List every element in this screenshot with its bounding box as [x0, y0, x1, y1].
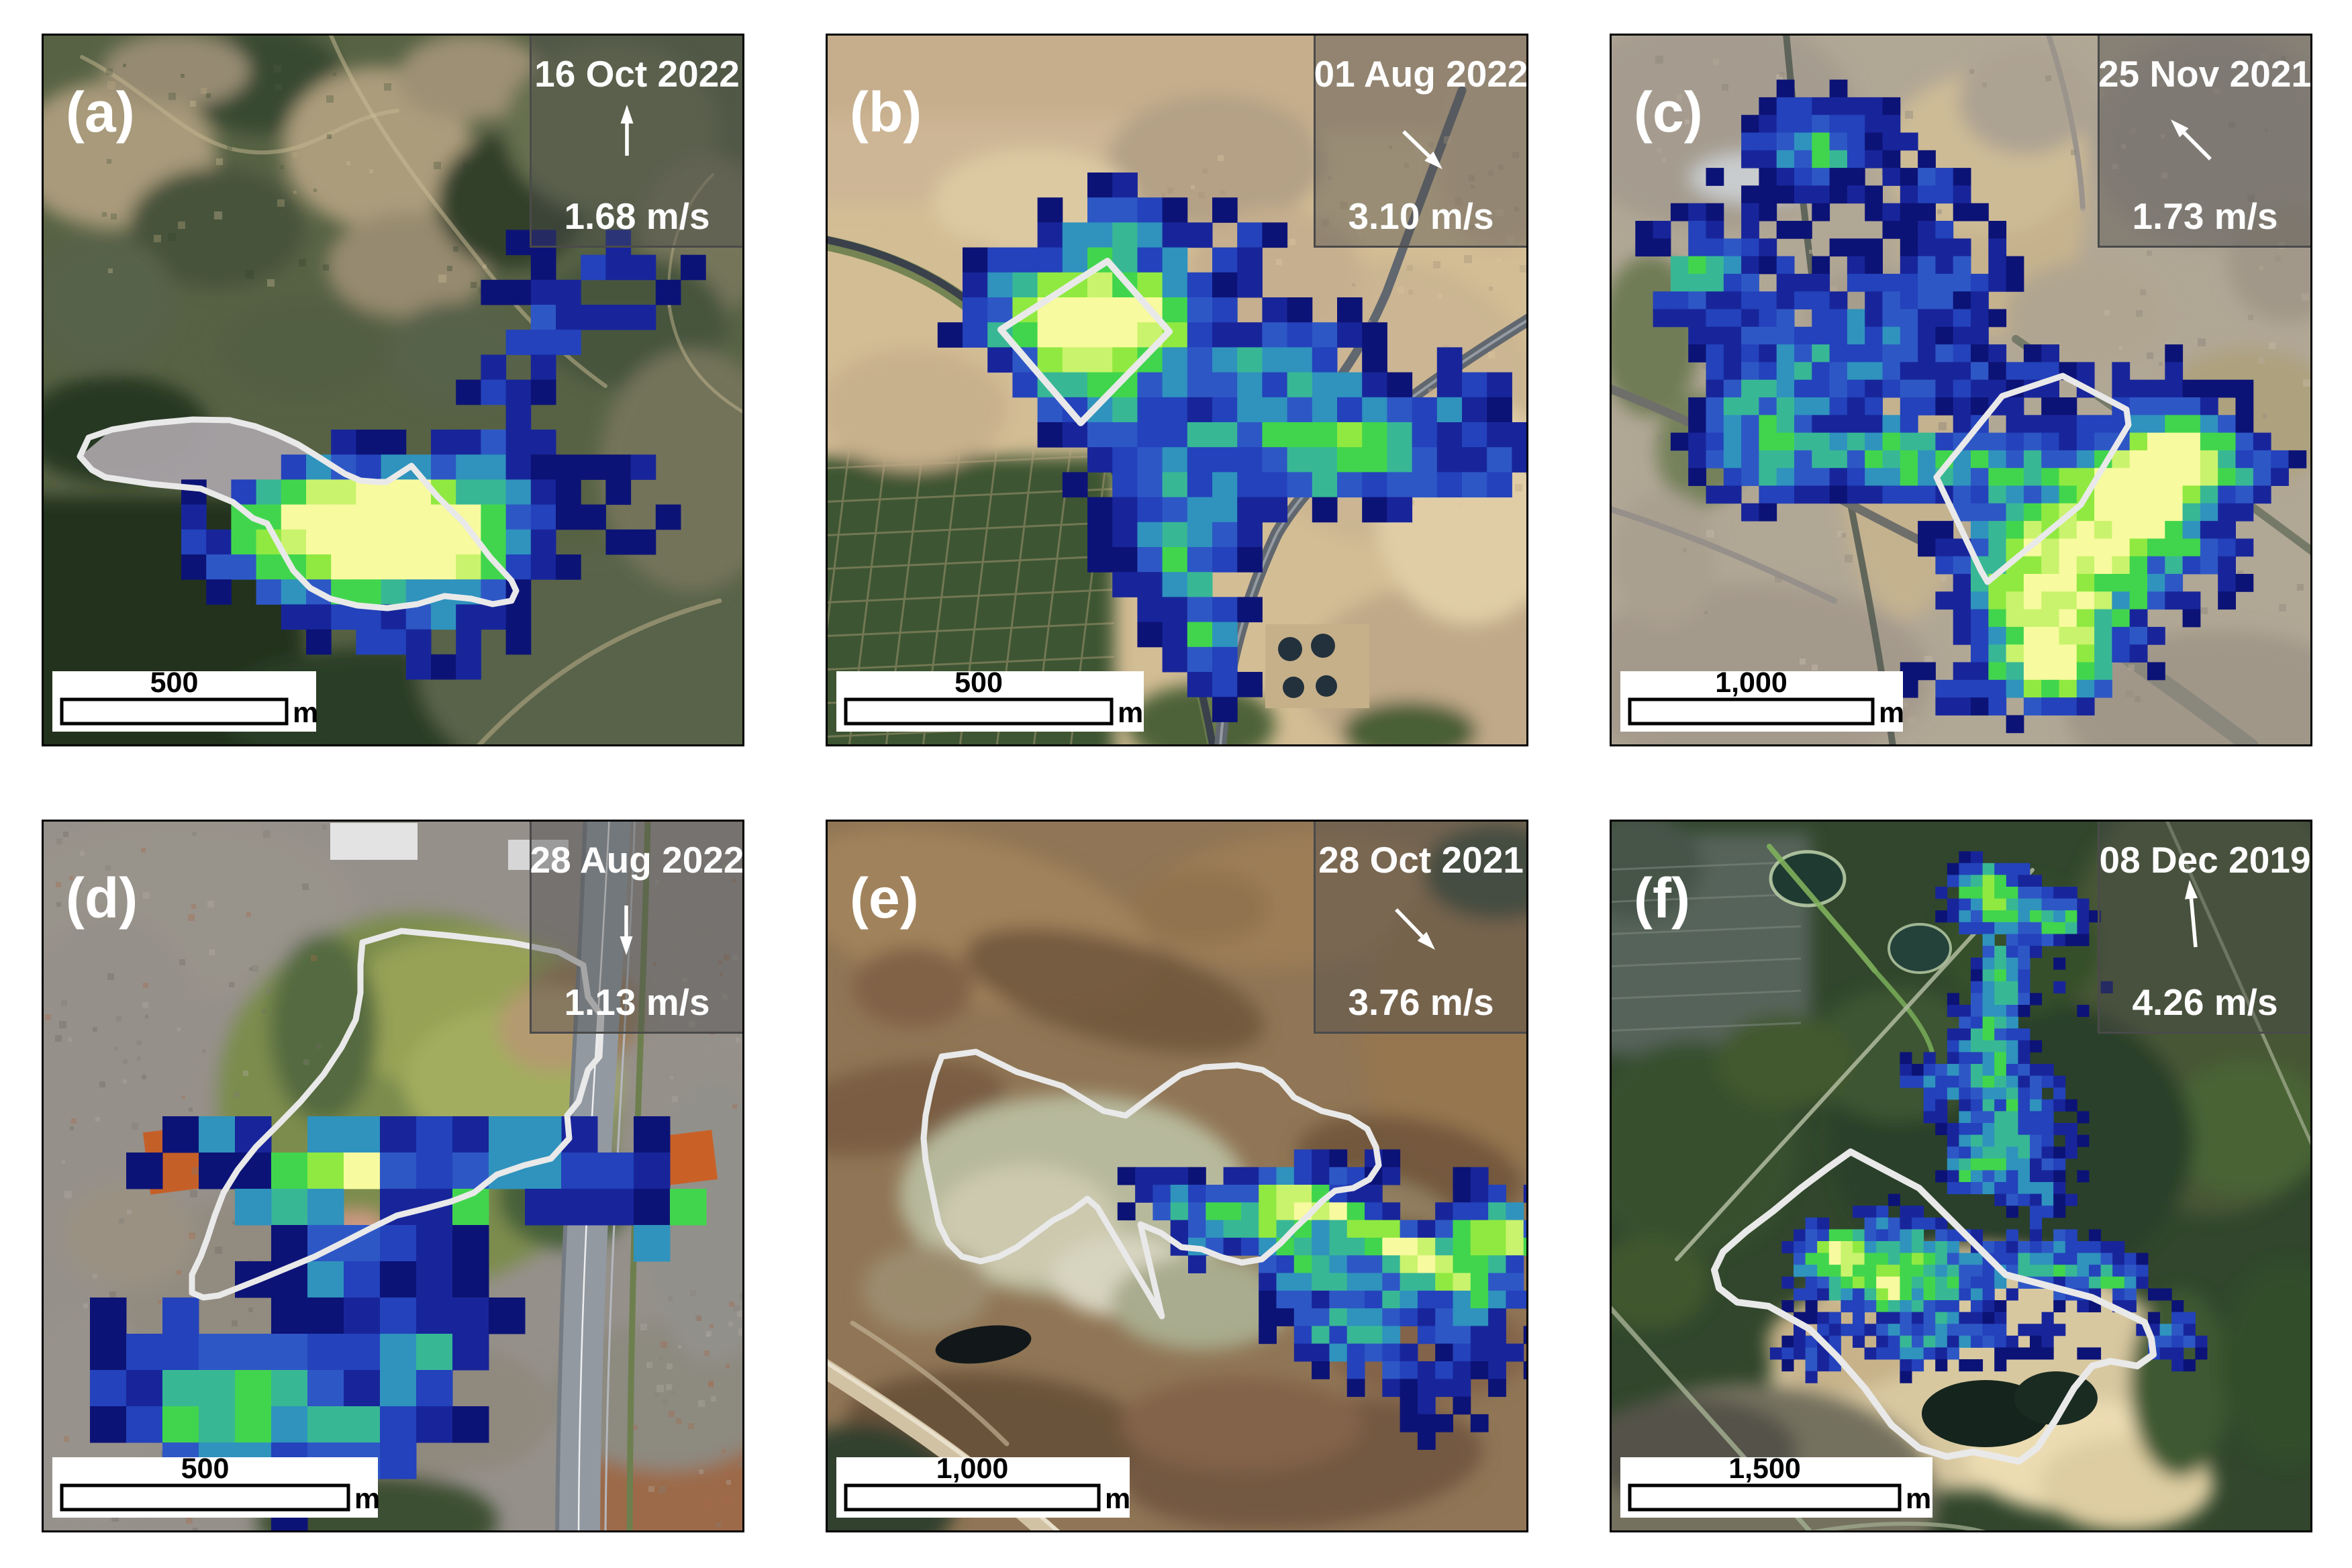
svg-text:(c): (c): [1634, 81, 1703, 144]
svg-text:1,000: 1,000: [1715, 667, 1787, 699]
svg-text:1.73 m/s: 1.73 m/s: [2132, 195, 2277, 237]
svg-text:28 Aug 2022: 28 Aug 2022: [530, 839, 744, 881]
svg-text:m: m: [1906, 1483, 1931, 1515]
svg-text:4.26 m/s: 4.26 m/s: [2132, 981, 2277, 1023]
svg-text:m: m: [354, 1483, 380, 1515]
svg-text:1,000: 1,000: [936, 1453, 1009, 1485]
svg-text:01 Aug 2022: 01 Aug 2022: [1314, 53, 1528, 95]
svg-text:16 Oct 2022: 16 Oct 2022: [534, 53, 740, 95]
svg-text:28 Oct 2021: 28 Oct 2021: [1318, 839, 1524, 881]
svg-text:500: 500: [954, 667, 1003, 699]
svg-text:(f): (f): [1634, 867, 1690, 930]
svg-text:08 Dec 2019: 08 Dec 2019: [2100, 839, 2311, 881]
svg-text:3.76 m/s: 3.76 m/s: [1348, 981, 1493, 1023]
svg-text:(d): (d): [66, 867, 138, 930]
svg-text:m: m: [293, 697, 318, 729]
svg-text:1,500: 1,500: [1728, 1453, 1801, 1485]
svg-text:25 Nov 2021: 25 Nov 2021: [2098, 53, 2312, 95]
svg-text:3.10 m/s: 3.10 m/s: [1348, 195, 1493, 237]
svg-text:m: m: [1105, 1483, 1130, 1515]
svg-text:1.13 m/s: 1.13 m/s: [564, 981, 709, 1023]
svg-text:500: 500: [150, 667, 199, 699]
svg-text:1.68 m/s: 1.68 m/s: [564, 195, 709, 237]
svg-text:m: m: [1118, 697, 1143, 729]
svg-text:500: 500: [181, 1453, 230, 1485]
svg-text:(a): (a): [66, 81, 135, 144]
svg-text:m: m: [1879, 697, 1904, 729]
svg-text:(b): (b): [850, 81, 922, 144]
svg-text:(e): (e): [850, 867, 919, 930]
